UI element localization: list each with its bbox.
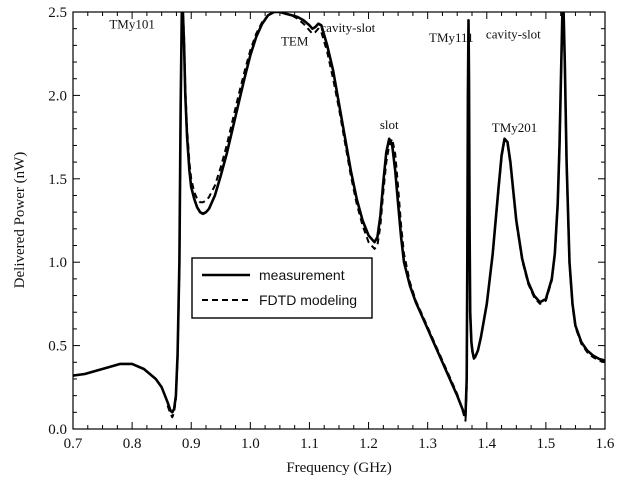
y-tick-label: 1.0 bbox=[48, 255, 67, 271]
y-tick-label: 2.5 bbox=[48, 5, 67, 21]
annotation-label: TMy201 bbox=[492, 120, 538, 135]
x-tick-label: 0.9 bbox=[182, 436, 201, 452]
annotation-label: slot bbox=[380, 117, 399, 132]
x-tick-label: 0.7 bbox=[64, 436, 83, 452]
y-tick-label: 2.0 bbox=[48, 88, 67, 104]
y-tick-label: 0.5 bbox=[48, 339, 67, 355]
x-tick-label: 1.2 bbox=[359, 436, 378, 452]
y-axis-label: Delivered Power (nW) bbox=[12, 152, 28, 289]
series-line-fdtd-modeling bbox=[166, 12, 605, 422]
legend-label-measurement: measurement bbox=[259, 267, 345, 283]
legend-box bbox=[191, 257, 373, 319]
ticks: 0.7 0.8 0.9 1.0 1.1 1.2 1.3 1.4 1.5 1.6 0.0 0.5 1.0 1… bbox=[48, 5, 615, 452]
x-tick-label: 0.8 bbox=[123, 436, 142, 452]
annotations: TMy101 TEM cavity-slot TMy111 cavity-slot slo… bbox=[109, 17, 541, 135]
y-tick-label: 1.5 bbox=[48, 172, 67, 188]
annotation-label: TEM bbox=[281, 33, 309, 48]
annotation-label: TMy101 bbox=[109, 17, 155, 32]
y-tick-label: 0.0 bbox=[48, 422, 67, 438]
x-tick-label: 1.5 bbox=[537, 436, 556, 452]
annotation-label: TMy111 bbox=[429, 30, 474, 45]
x-tick-label: 1.3 bbox=[418, 436, 437, 452]
series-layer bbox=[73, 12, 605, 422]
x-tick-label: 1.4 bbox=[477, 436, 496, 452]
annotation-label: cavity-slot bbox=[486, 27, 541, 42]
annotation-label: cavity-slot bbox=[320, 20, 375, 35]
plot-frame bbox=[72, 11, 606, 430]
legend: measurement FDTD modeling bbox=[191, 257, 373, 319]
legend-label-fdtd-modeling: FDTD modeling bbox=[259, 292, 357, 308]
x-tick-label: 1.6 bbox=[596, 436, 615, 452]
x-tick-label: 1.0 bbox=[241, 436, 260, 452]
series-line-measurement bbox=[73, 12, 605, 417]
x-axis-label: Frequency (GHz) bbox=[286, 460, 391, 476]
x-tick-label: 1.1 bbox=[300, 436, 319, 452]
